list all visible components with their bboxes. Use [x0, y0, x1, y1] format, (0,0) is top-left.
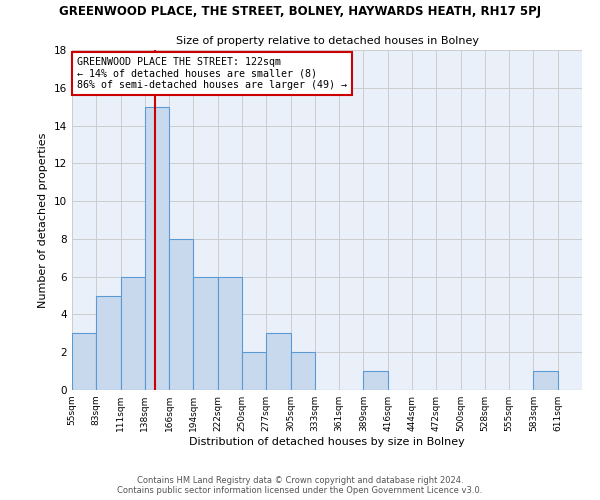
Bar [364, 371, 388, 390]
Bar [266, 334, 290, 390]
Text: Contains HM Land Registry data © Crown copyright and database right 2024.
Contai: Contains HM Land Registry data © Crown c… [118, 476, 482, 495]
Bar [121, 276, 145, 390]
Y-axis label: Number of detached properties: Number of detached properties [38, 132, 49, 308]
Bar [145, 106, 169, 390]
X-axis label: Distribution of detached houses by size in Bolney: Distribution of detached houses by size … [189, 437, 465, 447]
Bar [290, 352, 315, 390]
Bar [193, 276, 218, 390]
Bar [533, 371, 558, 390]
Bar [96, 296, 121, 390]
Title: Size of property relative to detached houses in Bolney: Size of property relative to detached ho… [176, 36, 479, 46]
Bar [169, 239, 193, 390]
Bar [218, 276, 242, 390]
Text: GREENWOOD PLACE THE STREET: 122sqm
← 14% of detached houses are smaller (8)
86% : GREENWOOD PLACE THE STREET: 122sqm ← 14%… [77, 57, 347, 90]
Text: GREENWOOD PLACE, THE STREET, BOLNEY, HAYWARDS HEATH, RH17 5PJ: GREENWOOD PLACE, THE STREET, BOLNEY, HAY… [59, 5, 541, 18]
Bar [242, 352, 266, 390]
Bar [72, 334, 96, 390]
